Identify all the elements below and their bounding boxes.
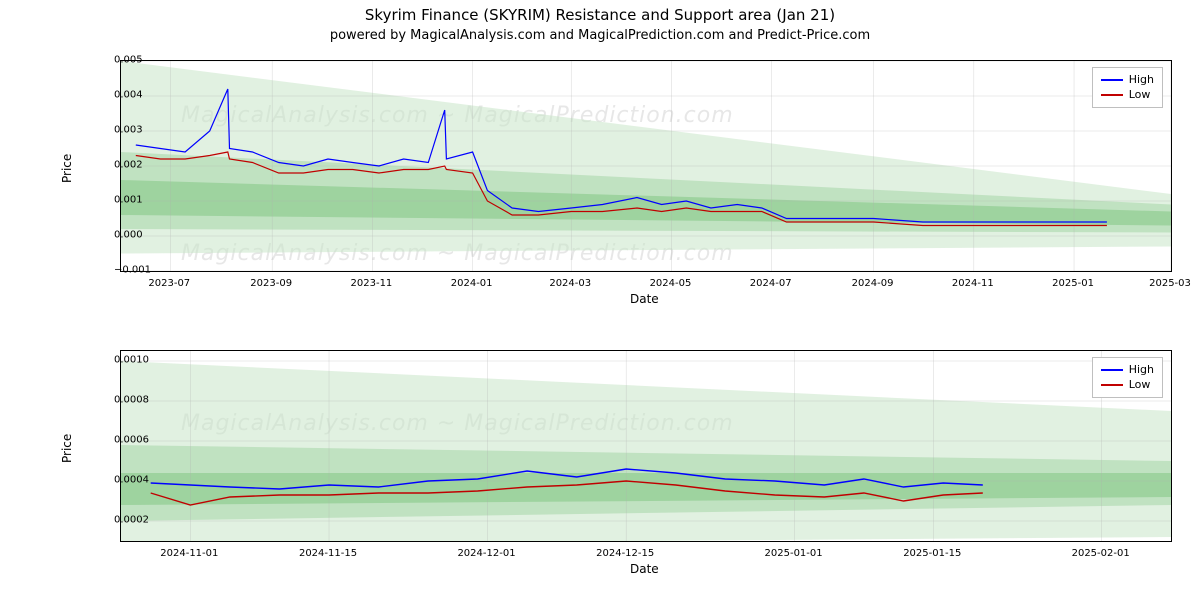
x-tick-label: 2024-01 [451, 274, 493, 289]
y-tick-label: 0.003 [114, 125, 120, 136]
x-tick-label: 2023-07 [148, 274, 190, 289]
y-tick-label: 0.0002 [114, 515, 120, 526]
x-tick-label: 2024-11 [952, 274, 994, 289]
x-axis-label: Date [630, 562, 659, 576]
x-tick-label: 2025-03 [1149, 274, 1191, 289]
y-tick-label: 0.001 [114, 195, 120, 206]
legend-label: High [1129, 362, 1154, 377]
y-tick-label: 0.0010 [114, 355, 120, 366]
x-tick-label: 2025-02-01 [1072, 544, 1130, 559]
legend-line-high [1101, 79, 1123, 81]
x-tick-label: 2024-11-15 [299, 544, 357, 559]
y-axis-label: Price [60, 434, 74, 463]
legend: High Low [1092, 67, 1163, 108]
y-tick-label: 0.002 [114, 160, 120, 171]
x-tick-label: 2024-07 [750, 274, 792, 289]
x-tick-label: 2024-09 [852, 274, 894, 289]
top-plot: MagicalAnalysis.com ~ MagicalPrediction.… [120, 60, 1172, 272]
legend-label: Low [1129, 377, 1151, 392]
chart-title: Skyrim Finance (SKYRIM) Resistance and S… [0, 0, 1200, 26]
x-tick-label: 2024-03 [549, 274, 591, 289]
bottom-plot: MagicalAnalysis.com ~ MagicalPrediction.… [120, 350, 1172, 542]
x-tick-label: 2024-05 [650, 274, 692, 289]
y-tick-label: −0.001 [114, 265, 120, 276]
legend-line-high [1101, 369, 1123, 371]
legend-label: High [1129, 72, 1154, 87]
legend-item-low: Low [1101, 377, 1154, 392]
x-tick-label: 2025-01-01 [765, 544, 823, 559]
legend-item-high: High [1101, 72, 1154, 87]
legend-item-low: Low [1101, 87, 1154, 102]
chart-container: Skyrim Finance (SKYRIM) Resistance and S… [0, 0, 1200, 600]
legend-label: Low [1129, 87, 1151, 102]
x-tick-label: 2024-12-01 [457, 544, 515, 559]
x-tick-label: 2025-01 [1052, 274, 1094, 289]
legend: High Low [1092, 357, 1163, 398]
y-tick-label: 0.005 [114, 55, 120, 66]
x-tick-label: 2023-09 [250, 274, 292, 289]
x-tick-label: 2024-11-01 [160, 544, 218, 559]
y-tick-label: 0.004 [114, 90, 120, 101]
y-tick-label: 0.0008 [114, 395, 120, 406]
bottom-plot-svg [121, 351, 1171, 541]
y-tick-label: 0.000 [114, 230, 120, 241]
y-tick-label: 0.0004 [114, 475, 120, 486]
x-tick-label: 2024-12-15 [596, 544, 654, 559]
x-tick-label: 2023-11 [351, 274, 393, 289]
legend-line-low [1101, 94, 1123, 96]
y-tick-label: 0.0006 [114, 435, 120, 446]
legend-line-low [1101, 384, 1123, 386]
legend-item-high: High [1101, 362, 1154, 377]
x-axis-label: Date [630, 292, 659, 306]
y-axis-label: Price [60, 154, 74, 183]
chart-subtitle: powered by MagicalAnalysis.com and Magic… [0, 26, 1200, 43]
top-plot-svg [121, 61, 1171, 271]
x-tick-label: 2025-01-15 [903, 544, 961, 559]
